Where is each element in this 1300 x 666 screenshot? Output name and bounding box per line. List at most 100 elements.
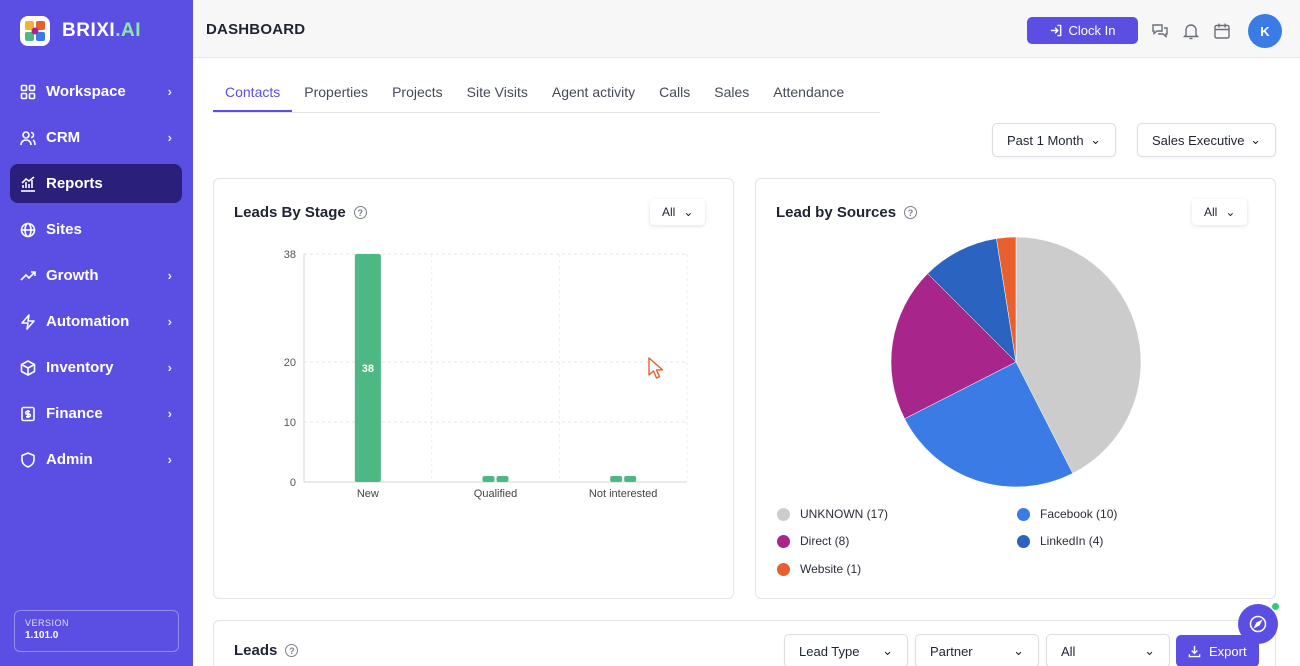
legend-item[interactable]: UNKNOWN (17) — [777, 507, 888, 521]
leads-by-stage-chart: 0 10 20 38 38 New Qualified Not interested — [284, 249, 688, 500]
chevron-down-icon: ⌄ — [1144, 643, 1155, 658]
tab-calls[interactable]: Calls — [659, 84, 691, 100]
tab-sales[interactable]: Sales — [714, 84, 750, 100]
compass-fab-button[interactable] — [1238, 602, 1280, 644]
stage-filter-value: All — [662, 205, 676, 219]
period-dropdown-value: Past 1 Month — [1007, 132, 1084, 148]
export-label: Export — [1209, 643, 1247, 659]
tab-agent-activity[interactable]: Agent activity — [551, 84, 636, 100]
bar[interactable] — [496, 476, 509, 482]
chevron-right-icon: › — [167, 268, 172, 283]
legend-item[interactable]: Direct (8) — [777, 534, 849, 548]
legend-swatch — [777, 507, 790, 521]
avatar[interactable]: K — [1248, 14, 1282, 48]
partner-dropdown[interactable]: Partner ⌄ — [915, 634, 1039, 666]
pie-slice-website[interactable] — [996, 236, 1017, 363]
legend-swatch — [777, 562, 790, 576]
tab-attendance[interactable]: Attendance — [773, 84, 845, 100]
chevron-down-icon: ⌄ — [683, 205, 694, 219]
pie-slice-facebook[interactable] — [904, 361, 1074, 488]
help-icon[interactable]: ? — [353, 206, 367, 219]
all-filter-value: All — [1061, 643, 1076, 659]
sources-filter-dropdown[interactable]: All ⌄ — [1192, 199, 1248, 225]
clock-in-button[interactable]: Clock In — [1027, 17, 1138, 44]
all-filter-dropdown[interactable]: All ⌄ — [1046, 634, 1170, 666]
legend-label: Website (1) — [800, 562, 862, 576]
sidebar-item-reports[interactable]: Reports — [10, 164, 182, 203]
pie-slice-linkedin[interactable] — [927, 238, 1017, 363]
legend-item[interactable]: LinkedIn (4) — [1017, 534, 1103, 548]
version-box: VERSION 1.101.0 — [14, 610, 179, 652]
sidebar-item-growth[interactable]: Growth › — [10, 256, 182, 295]
lead-by-sources-card: Lead by Sources ? All ⌄ UNKNOWN (17) Fac… — [755, 178, 1276, 599]
chevron-right-icon: › — [167, 452, 172, 467]
legend-item[interactable]: Website (1) — [777, 562, 861, 576]
lead-type-dropdown[interactable]: Lead Type ⌄ — [784, 634, 908, 666]
period-dropdown[interactable]: Past 1 Month ⌄ — [992, 123, 1116, 157]
sidebar-item-admin[interactable]: Admin › — [10, 440, 182, 479]
grid-icon — [19, 83, 37, 101]
chevron-down-icon: ⌄ — [1090, 132, 1101, 147]
page-title: DASHBOARD — [206, 21, 306, 38]
sidebar-item-inventory[interactable]: Inventory › — [10, 348, 182, 387]
bar[interactable] — [624, 476, 637, 482]
sidebar-item-label: Growth — [46, 267, 99, 284]
lead-by-sources-chart — [890, 236, 1142, 488]
help-icon[interactable]: ? — [285, 644, 299, 657]
legend-swatch — [777, 534, 790, 548]
sidebar-item-label: CRM — [46, 129, 81, 146]
tab-properties[interactable]: Properties — [304, 84, 369, 100]
legend-item[interactable]: Facebook (10) — [1017, 507, 1117, 521]
sidebar-nav: Workspace › CRM › Reports Sites Growth ›… — [10, 72, 182, 486]
tab-projects[interactable]: Projects — [392, 84, 443, 100]
chart-icon — [19, 175, 37, 193]
legend-swatch — [1017, 534, 1030, 548]
pie-slice-unknown[interactable] — [1015, 236, 1142, 474]
sidebar-item-label: Sites — [46, 221, 82, 238]
pie-slice-direct[interactable] — [890, 273, 1017, 420]
bar[interactable] — [610, 476, 623, 482]
chat-icon[interactable] — [1151, 22, 1169, 40]
brand[interactable]: BRIXI.AI — [20, 16, 141, 46]
calendar-icon[interactable] — [1213, 22, 1231, 40]
chevron-down-icon: ⌄ — [1225, 205, 1236, 219]
leads-title: Leads ? — [234, 642, 299, 659]
sidebar-item-workspace[interactable]: Workspace › — [10, 72, 182, 111]
y-tick-label: 38 — [284, 249, 296, 261]
x-tick-label: Not interested — [589, 488, 657, 500]
chevron-right-icon: › — [167, 360, 172, 375]
chevron-right-icon: › — [167, 314, 172, 329]
box-icon — [19, 359, 37, 377]
clock-in-label: Clock In — [1068, 23, 1116, 38]
report-tabs: Contacts Properties Projects Site Visits… — [213, 74, 880, 113]
sidebar-item-sites[interactable]: Sites — [10, 210, 182, 249]
sidebar-item-label: Automation — [46, 313, 130, 330]
legend-label: Facebook (10) — [1040, 507, 1118, 521]
shield-icon — [19, 451, 37, 469]
bell-icon[interactable] — [1182, 22, 1200, 40]
brand-name: BRIXI.AI — [62, 20, 141, 41]
legend-label: UNKNOWN (17) — [800, 507, 889, 521]
tab-contacts[interactable]: Contacts — [213, 74, 293, 112]
dollar-icon — [19, 405, 37, 423]
sidebar-item-label: Finance — [46, 405, 103, 422]
bolt-icon — [19, 313, 37, 331]
main-content: Contacts Properties Projects Site Visits… — [193, 58, 1300, 666]
help-icon[interactable]: ? — [904, 206, 918, 219]
bar[interactable] — [354, 254, 381, 482]
tab-site-visits[interactable]: Site Visits — [466, 84, 528, 100]
chevron-down-icon: ⌄ — [882, 643, 893, 658]
trend-icon — [19, 267, 37, 285]
sidebar-item-label: Admin — [46, 451, 93, 468]
export-button[interactable]: Export — [1176, 635, 1259, 666]
legend-swatch — [1017, 507, 1030, 521]
sidebar-item-automation[interactable]: Automation › — [10, 302, 182, 341]
role-dropdown-value: Sales Executive — [1152, 132, 1245, 148]
sidebar-item-crm[interactable]: CRM › — [10, 118, 182, 157]
legend-label: Direct (8) — [800, 534, 850, 548]
role-dropdown[interactable]: Sales Executive ⌄ — [1137, 123, 1276, 157]
sidebar-item-finance[interactable]: Finance › — [10, 394, 182, 433]
leads-by-stage-card: Leads By Stage ? All ⌄ 0 10 20 38 38 New Quali… — [213, 178, 734, 599]
bar[interactable] — [482, 476, 495, 482]
stage-filter-dropdown[interactable]: All ⌄ — [650, 199, 706, 225]
